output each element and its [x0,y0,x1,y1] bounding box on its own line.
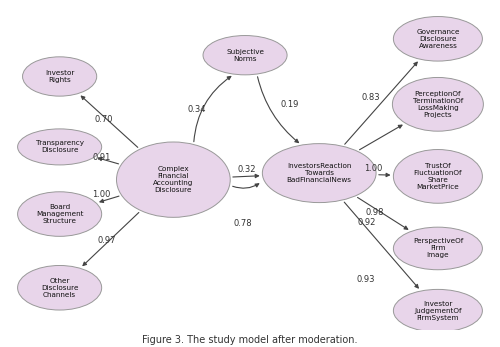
Text: 0.19: 0.19 [280,100,298,109]
Ellipse shape [394,227,482,270]
Ellipse shape [394,150,482,203]
Text: Board
Management
Structure: Board Management Structure [36,204,84,224]
Text: Complex
Financial
Accounting
Disclosure: Complex Financial Accounting Disclosure [153,166,194,193]
Text: 0.97: 0.97 [98,236,116,245]
Text: 0.32: 0.32 [237,165,256,174]
Text: 0.78: 0.78 [234,219,252,228]
Text: TrustOf
FluctuationOf
Share
MarketPrice: TrustOf FluctuationOf Share MarketPrice [414,163,462,190]
Ellipse shape [116,142,230,217]
Ellipse shape [18,192,102,236]
Text: Investor
Rights: Investor Rights [45,70,74,83]
Text: InvestorsReaction
Towards
BadFinancialNews: InvestorsReaction Towards BadFinancialNe… [286,163,352,183]
Text: 1.00: 1.00 [364,164,383,174]
Ellipse shape [394,289,482,332]
Text: 0.83: 0.83 [362,93,380,102]
Text: 0.91: 0.91 [92,153,111,162]
Text: 0.98: 0.98 [366,209,384,218]
Text: 0.70: 0.70 [95,116,114,124]
Ellipse shape [22,57,97,96]
Text: 0.92: 0.92 [357,218,376,227]
Text: Other
Disclosure
Channels: Other Disclosure Channels [41,278,78,298]
Ellipse shape [394,17,482,61]
Text: Governance
Disclosure
Awareness: Governance Disclosure Awareness [416,29,460,49]
Text: 0.93: 0.93 [357,275,376,284]
Text: Transparency
Disclosure: Transparency Disclosure [36,141,84,153]
Ellipse shape [203,35,287,75]
Text: PerceptionOf
TerminationOf
LossMaking
Projects: PerceptionOf TerminationOf LossMaking Pr… [413,91,463,118]
Text: 1.00: 1.00 [92,190,111,199]
Ellipse shape [18,265,102,310]
Text: Investor
JudgementOf
FirmSystem: Investor JudgementOf FirmSystem [414,301,462,321]
Text: Figure 3. The study model after moderation.: Figure 3. The study model after moderati… [142,335,358,345]
Ellipse shape [392,77,484,131]
Text: 0.34: 0.34 [188,105,206,114]
Text: Subjective
Norms: Subjective Norms [226,49,264,62]
Ellipse shape [18,129,102,165]
Ellipse shape [262,144,376,203]
Text: PerspectiveOf
Firm
Image: PerspectiveOf Firm Image [413,238,463,259]
